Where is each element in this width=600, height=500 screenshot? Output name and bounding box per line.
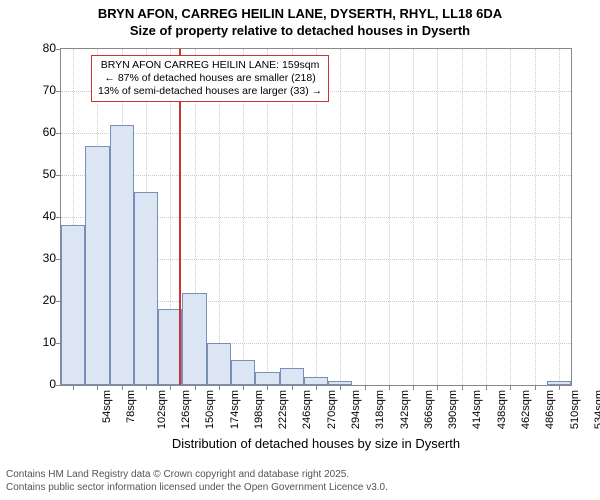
x-tick [316,385,317,390]
annotation-line-1: BRYN AFON CARREG HEILIN LANE: 159sqm [98,59,322,72]
title-line-2: Size of property relative to detached ho… [0,23,600,40]
x-tick-label: 510sqm [569,390,581,429]
footer-line-1: Contains HM Land Registry data © Crown c… [6,469,388,482]
x-tick [73,385,74,390]
x-tick-label: 414sqm [472,390,484,429]
gridline-vertical [559,49,560,385]
x-tick-label: 150sqm [204,390,216,429]
gridline-vertical [365,49,366,385]
annotation-line-3: 13% of semi-detached houses are larger (… [98,85,322,98]
gridline-vertical [486,49,487,385]
x-tick-label: 126sqm [180,390,192,429]
x-tick-label: 174sqm [229,390,241,429]
x-tick [267,385,268,390]
histogram-bar [110,125,134,385]
plot-area: BRYN AFON CARREG HEILIN LANE: 159sqm ← 8… [60,48,572,386]
y-tick-label: 40 [26,209,56,223]
x-tick [170,385,171,390]
x-tick [122,385,123,390]
x-tick [292,385,293,390]
histogram-bar [304,377,328,385]
x-tick-label: 78sqm [125,390,137,423]
y-tick [56,91,61,92]
histogram-bar [182,293,206,385]
y-tick [56,49,61,50]
x-tick [146,385,147,390]
x-tick-label: 486sqm [544,390,556,429]
x-tick [365,385,366,390]
histogram-bar [328,381,352,385]
footer-line-2: Contains public sector information licen… [6,482,388,495]
y-tick-label: 20 [26,293,56,307]
gridline-vertical [510,49,511,385]
x-tick-label: 54sqm [101,390,113,423]
histogram-bar [85,146,109,385]
title-line-1: BRYN AFON, CARREG HEILIN LANE, DYSERTH, … [0,6,600,23]
gridline-vertical [413,49,414,385]
x-tick-label: 438sqm [496,390,508,429]
x-tick-label: 246sqm [302,390,314,429]
annotation-line-2: ← 87% of detached houses are smaller (21… [98,72,322,85]
x-tick [389,385,390,390]
chart-container: BRYN AFON, CARREG HEILIN LANE, DYSERTH, … [0,0,600,500]
x-tick-label: 390sqm [447,390,459,429]
x-tick [462,385,463,390]
x-tick [413,385,414,390]
x-tick [219,385,220,390]
y-tick-label: 70 [26,83,56,97]
x-tick [486,385,487,390]
x-tick [97,385,98,390]
x-tick [437,385,438,390]
x-tick-label: 270sqm [326,390,338,429]
x-tick-label: 222sqm [277,390,289,429]
gridline-vertical [340,49,341,385]
x-tick-label: 342sqm [399,390,411,429]
y-tick [56,385,61,386]
x-tick-label: 462sqm [520,390,532,429]
y-tick [56,175,61,176]
x-tick-label: 198sqm [253,390,265,429]
x-tick-label: 366sqm [423,390,435,429]
x-tick-label: 294sqm [350,390,362,429]
gridline-vertical [389,49,390,385]
x-tick [195,385,196,390]
y-tick-label: 10 [26,335,56,349]
histogram-bar [547,381,571,385]
gridline-vertical [535,49,536,385]
y-tick-label: 80 [26,41,56,55]
x-tick-label: 318sqm [374,390,386,429]
annotation-box: BRYN AFON CARREG HEILIN LANE: 159sqm ← 8… [91,55,329,102]
chart-title: BRYN AFON, CARREG HEILIN LANE, DYSERTH, … [0,0,600,40]
x-tick [559,385,560,390]
histogram-bar [255,372,279,385]
histogram-bar [61,225,85,385]
y-tick [56,133,61,134]
x-tick [510,385,511,390]
x-tick [243,385,244,390]
y-tick-label: 0 [26,377,56,391]
y-tick-label: 50 [26,167,56,181]
x-axis-label: Distribution of detached houses by size … [60,436,572,451]
footer-attribution: Contains HM Land Registry data © Crown c… [6,469,388,494]
y-tick [56,217,61,218]
gridline-vertical [462,49,463,385]
x-tick [535,385,536,390]
x-tick [340,385,341,390]
histogram-bar [207,343,231,385]
histogram-bar [280,368,304,385]
gridline-vertical [437,49,438,385]
histogram-bar [134,192,158,385]
x-tick-label: 102sqm [156,390,168,429]
y-tick-label: 30 [26,251,56,265]
x-tick-label: 534sqm [593,390,600,429]
y-tick-label: 60 [26,125,56,139]
histogram-bar [231,360,255,385]
